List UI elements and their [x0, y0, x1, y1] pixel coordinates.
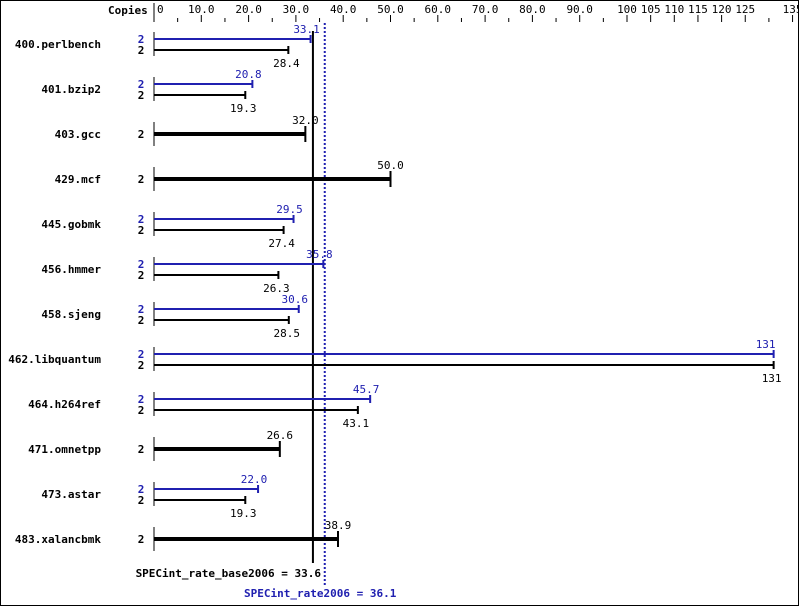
base-copies: 2 — [138, 128, 145, 141]
base-copies: 2 — [138, 269, 145, 282]
x-tick-label: 10.0 — [188, 3, 215, 16]
peak-copies: 2 — [138, 393, 145, 406]
peak-copies: 2 — [138, 213, 145, 226]
base-copies: 2 — [138, 443, 145, 456]
benchmark-label: 471.omnetpp — [28, 443, 101, 456]
peak-copies: 2 — [138, 33, 145, 46]
benchmark-label: 473.astar — [41, 488, 101, 501]
x-tick-label: 40.0 — [330, 3, 357, 16]
x-tick-label: 115 — [688, 3, 708, 16]
x-tick-label: 120 — [712, 3, 732, 16]
x-tick-label: 105 — [641, 3, 661, 16]
benchmark-label: 429.mcf — [55, 173, 101, 186]
x-tick-label: 70.0 — [472, 3, 499, 16]
base-value-label: 50.0 — [377, 159, 404, 172]
base-copies: 2 — [138, 173, 145, 186]
peak-value-label: 20.8 — [235, 68, 262, 81]
peak-copies: 2 — [138, 78, 145, 91]
base-value-label: 26.3 — [263, 282, 290, 295]
peak-value-label: 33.1 — [293, 23, 320, 36]
peak-value-label: 30.6 — [281, 293, 308, 306]
benchmark-label: 403.gcc — [55, 128, 101, 141]
x-tick-label: 90.0 — [566, 3, 593, 16]
x-tick-label: 20.0 — [235, 3, 262, 16]
x-tick-label: 60.0 — [425, 3, 452, 16]
base-value-label: 38.9 — [325, 519, 352, 532]
benchmark-label: 456.hmmer — [41, 263, 101, 276]
peak-value-label: 29.5 — [276, 203, 303, 216]
base-copies: 2 — [138, 314, 145, 327]
x-tick-label: 125 — [735, 3, 755, 16]
base-value-label: 19.3 — [230, 507, 257, 520]
x-tick-label: 100 — [617, 3, 637, 16]
benchmark-label: 462.libquantum — [8, 353, 101, 366]
base-summary-label: SPECint_rate_base2006 = 33.6 — [136, 567, 322, 580]
x-tick-label: 30.0 — [283, 3, 310, 16]
base-copies: 2 — [138, 44, 145, 57]
base-value-label: 32.0 — [292, 114, 319, 127]
peak-copies: 2 — [138, 303, 145, 316]
x-tick-label: 0 — [157, 3, 164, 16]
peak-value-label: 45.7 — [353, 383, 380, 396]
base-value-label: 28.4 — [273, 57, 300, 70]
base-value-label: 26.6 — [267, 429, 294, 442]
base-copies: 2 — [138, 494, 145, 507]
axis-header: Copies — [108, 4, 148, 17]
peak-value-label: 35.8 — [306, 248, 333, 261]
x-tick-label: 110 — [664, 3, 684, 16]
benchmark-label: 401.bzip2 — [41, 83, 101, 96]
benchmark-label: 483.xalancbmk — [15, 533, 101, 546]
base-copies: 2 — [138, 404, 145, 417]
x-tick-label: 80.0 — [519, 3, 546, 16]
peak-summary-label: SPECint_rate2006 = 36.1 — [244, 587, 397, 600]
base-value-label: 27.4 — [268, 237, 295, 250]
base-copies: 2 — [138, 359, 145, 372]
base-copies: 2 — [138, 224, 145, 237]
peak-copies: 2 — [138, 348, 145, 361]
base-value-label: 43.1 — [343, 417, 370, 430]
base-copies: 2 — [138, 533, 145, 546]
x-tick-label: 50.0 — [377, 3, 404, 16]
base-value-label: 28.5 — [274, 327, 301, 340]
peak-value-label: 131 — [756, 338, 776, 351]
base-copies: 2 — [138, 89, 145, 102]
base-value-label: 131 — [762, 372, 782, 385]
benchmark-label: 464.h264ref — [28, 398, 101, 411]
peak-copies: 2 — [138, 483, 145, 496]
peak-value-label: 22.0 — [241, 473, 268, 486]
peak-copies: 2 — [138, 258, 145, 271]
benchmark-label: 445.gobmk — [41, 218, 101, 231]
base-value-label: 19.3 — [230, 102, 257, 115]
benchmark-label: 400.perlbench — [15, 38, 101, 51]
benchmark-label: 458.sjeng — [41, 308, 101, 321]
x-tick-label: 135 — [783, 3, 798, 16]
